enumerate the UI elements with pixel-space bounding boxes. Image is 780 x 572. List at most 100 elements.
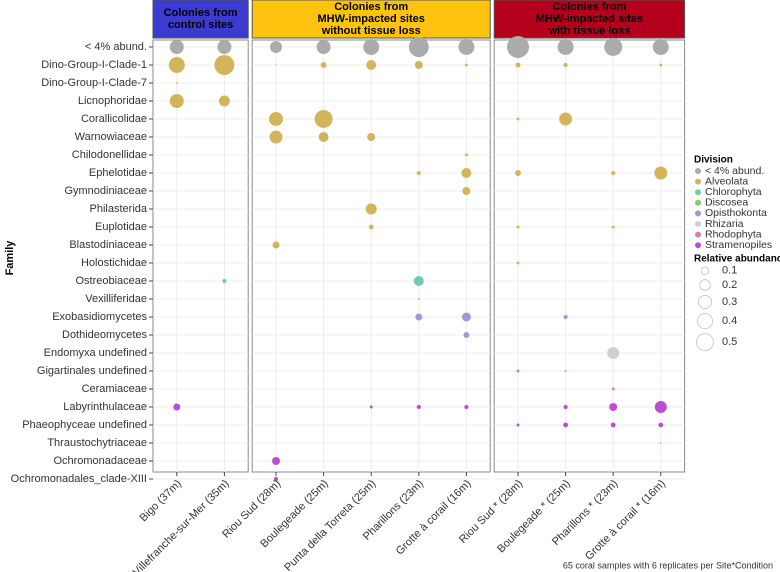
bubble [414, 61, 423, 69]
bubble [272, 241, 280, 249]
panel-header [152, 0, 249, 39]
y-tick-label: Ochromonadales_clade-XIII [11, 473, 147, 485]
y-tick-label: Ephelotidae [89, 167, 147, 179]
bubble [222, 278, 227, 284]
y-axis-title: Family [4, 240, 16, 276]
y-tick-label: Holostichidae [81, 257, 147, 269]
y-tick-label: < 4% abund. [85, 41, 147, 53]
legend-swatch [695, 189, 701, 196]
bubble [515, 62, 521, 68]
bubble [559, 112, 573, 126]
bubble [563, 404, 568, 410]
legend-swatch [695, 231, 701, 238]
panel-title: Colonies from [552, 1, 626, 13]
panel-title: control sites [168, 19, 233, 31]
bubble [214, 55, 235, 75]
bubble [314, 110, 333, 128]
bubble [175, 82, 178, 84]
bubble [461, 312, 471, 322]
bubble [417, 297, 420, 301]
panel [493, 39, 686, 473]
y-tick-label: Philasterida [90, 203, 148, 215]
bubble [316, 40, 331, 54]
legend-swatch [695, 210, 701, 217]
bubble [507, 36, 529, 58]
bubble [218, 95, 230, 107]
y-tick-label: Dino-Group-I-Clade-7 [41, 77, 147, 89]
legend-swatch [695, 242, 701, 249]
size-legend-label: 0.3 [722, 296, 737, 308]
bubble [563, 62, 568, 68]
size-legend-circle [696, 333, 714, 352]
panel-title: without tissue loss [321, 25, 421, 37]
legend-label: Opisthokonta [705, 207, 767, 219]
bubble [169, 94, 184, 108]
y-tick-label: Corallicolidae [81, 113, 147, 125]
legend-label: Chlorophyta [705, 186, 762, 198]
legend-label: < 4% abund. [705, 165, 764, 177]
size-legend-label: 0.2 [722, 279, 737, 291]
y-tick-label: Chilodonellidae [72, 149, 147, 161]
bubble [269, 130, 283, 144]
y-tick-label: Gigartinales undefined [37, 365, 147, 377]
bubble [652, 39, 669, 55]
legend-title: Division [694, 155, 733, 166]
bubble [369, 405, 373, 409]
size-legend-label: 0.4 [722, 315, 737, 327]
legend-label: Stramenopiles [705, 239, 772, 251]
bubble [659, 63, 663, 67]
bubble [563, 422, 568, 428]
size-legend-label: 0.1 [722, 265, 737, 277]
bubble [270, 41, 282, 53]
bubble [464, 404, 469, 410]
x-tick-label: Villefranche-sur-Mer (35m) [131, 478, 232, 572]
y-tick-label: Exobasidiomycetes [52, 311, 147, 323]
size-legend-circle [699, 279, 711, 291]
bubble [173, 403, 181, 411]
bubble [654, 166, 668, 180]
bubble [368, 224, 374, 230]
y-tick-label: Dothideomycetes [62, 329, 147, 341]
bubble [607, 347, 620, 359]
y-tick-label: Ceramiaceae [82, 383, 147, 395]
bubble [516, 369, 520, 373]
x-tick-label: Grotte à corail * (16m) [583, 478, 668, 563]
legend-label: Alveolata [705, 175, 748, 187]
bubble [461, 168, 472, 178]
legend-swatch [695, 221, 701, 227]
panel-title: Colonies from [334, 1, 408, 13]
bubble [318, 132, 329, 142]
bubble [272, 457, 280, 465]
y-tick-label: Blastodiniaceae [69, 239, 147, 251]
bubble [464, 63, 468, 67]
legend-label: Rhodophyta [705, 228, 762, 240]
bubble [413, 276, 424, 286]
bubble [275, 64, 277, 66]
bubble [408, 37, 429, 57]
bubble [604, 38, 623, 56]
bubble [516, 225, 520, 229]
x-tick-label: Punta della Torreta (25m) [282, 478, 378, 572]
legend-label: Discosea [705, 197, 748, 209]
bubble [516, 261, 520, 265]
y-tick-label: Vexilliferidae [85, 293, 147, 305]
bubble [658, 422, 664, 428]
bubble [610, 422, 616, 428]
bubble [516, 117, 520, 121]
panel-title: Colonies from [164, 7, 238, 19]
y-tick-label: Ostreobiaceae [75, 275, 147, 287]
bubble [365, 203, 377, 215]
bubble [611, 170, 616, 176]
y-tick-label: Licnophoridae [78, 95, 147, 107]
caption: 65 coral samples with 6 replicates per S… [563, 560, 773, 570]
bubble [654, 401, 667, 413]
bubble [320, 62, 327, 68]
bubble [660, 442, 662, 444]
size-legend-label: 0.5 [722, 336, 737, 348]
panel [152, 39, 249, 473]
bubble [273, 476, 279, 482]
panel-header [493, 0, 686, 39]
y-tick-label: Ochromonadaceae [53, 455, 147, 467]
panel-header [251, 0, 491, 39]
legend-label: Rhizaria [705, 218, 744, 230]
